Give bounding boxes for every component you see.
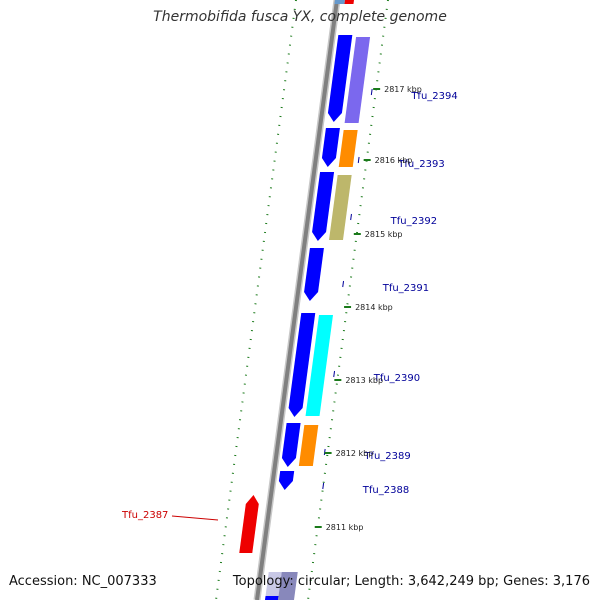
- cog-bar-tfu_2390: [305, 315, 333, 416]
- gene-leader-tfu_2390: [333, 370, 336, 378]
- scale-label-2816: 2816 kbp: [375, 156, 413, 165]
- outer-ruler-ring: [215, 0, 297, 600]
- edge-feature-top-blue: [334, 0, 345, 4]
- cog-bar-tfu_2394: [344, 37, 371, 123]
- gene-leader-tfu_2387: [171, 515, 219, 521]
- cog-bar-tfu_2392: [329, 175, 352, 240]
- inner-ruler-ring: [307, 0, 389, 600]
- scale-label-2814: 2814 kbp: [355, 303, 393, 312]
- gene-leader-tfu_2393: [357, 156, 360, 164]
- cds-arrow-tfu_2392: [312, 172, 335, 241]
- scale-label-2812: 2812 kbp: [336, 449, 374, 458]
- gene-label-tfu_2392: Tfu_2392: [390, 216, 437, 227]
- gene-label-tfu_2388: Tfu_2388: [362, 485, 409, 496]
- cds-arrow-tfu_2388: [278, 471, 295, 490]
- cds-arrow-tfu_2393: [321, 128, 340, 167]
- edge-feature-bottom-slate: [278, 572, 298, 600]
- gene-leader-tfu_2394: [370, 88, 373, 96]
- backbone-line: [255, 0, 339, 600]
- edge-feature-bottom-blue: [265, 596, 279, 600]
- gene-leader-tfu_2392: [350, 213, 352, 221]
- scale-label-2813: 2813 kbp: [345, 376, 383, 385]
- gene-label-tfu_2394: Tfu_2394: [410, 91, 457, 102]
- scale-label-2811: 2811 kbp: [326, 523, 364, 532]
- gene-label-tfu_2390: Tfu_2390: [373, 373, 420, 384]
- cds-arrow-tfu_2390: [288, 313, 316, 417]
- accession-label: Accession: NC_007333: [9, 574, 157, 589]
- edge-feature-bottom-lavender: [265, 572, 282, 600]
- map-title: Thermobifida fusca YX, complete genome: [153, 9, 447, 25]
- cds-arrow-tfu_2391: [304, 248, 324, 301]
- gene-label-tfu_2393: Tfu_2393: [397, 159, 444, 170]
- cog-bar-tfu_2389: [298, 425, 319, 466]
- gene-label-tfu_2387: Tfu_2387: [121, 510, 168, 521]
- scale-label-2815: 2815 kbp: [365, 230, 403, 239]
- topology-label: Topology: circular; Length: 3,642,249 bp…: [232, 574, 590, 589]
- cog-bar-tfu_2393: [338, 130, 358, 167]
- cds-arrow-tfu_2389: [281, 423, 301, 467]
- cds-arrow-tfu_2387: [239, 495, 259, 553]
- gene-label-tfu_2391: Tfu_2391: [382, 283, 429, 294]
- gene-leader-tfu_2388: [322, 482, 325, 490]
- edge-feature-top-red: [344, 0, 354, 4]
- scale-label-2817: 2817 kbp: [384, 85, 422, 94]
- cds-arrow-tfu_2394: [327, 35, 353, 122]
- gene-label-tfu_2389: Tfu_2389: [363, 451, 410, 462]
- gene-leader-tfu_2391: [342, 280, 345, 288]
